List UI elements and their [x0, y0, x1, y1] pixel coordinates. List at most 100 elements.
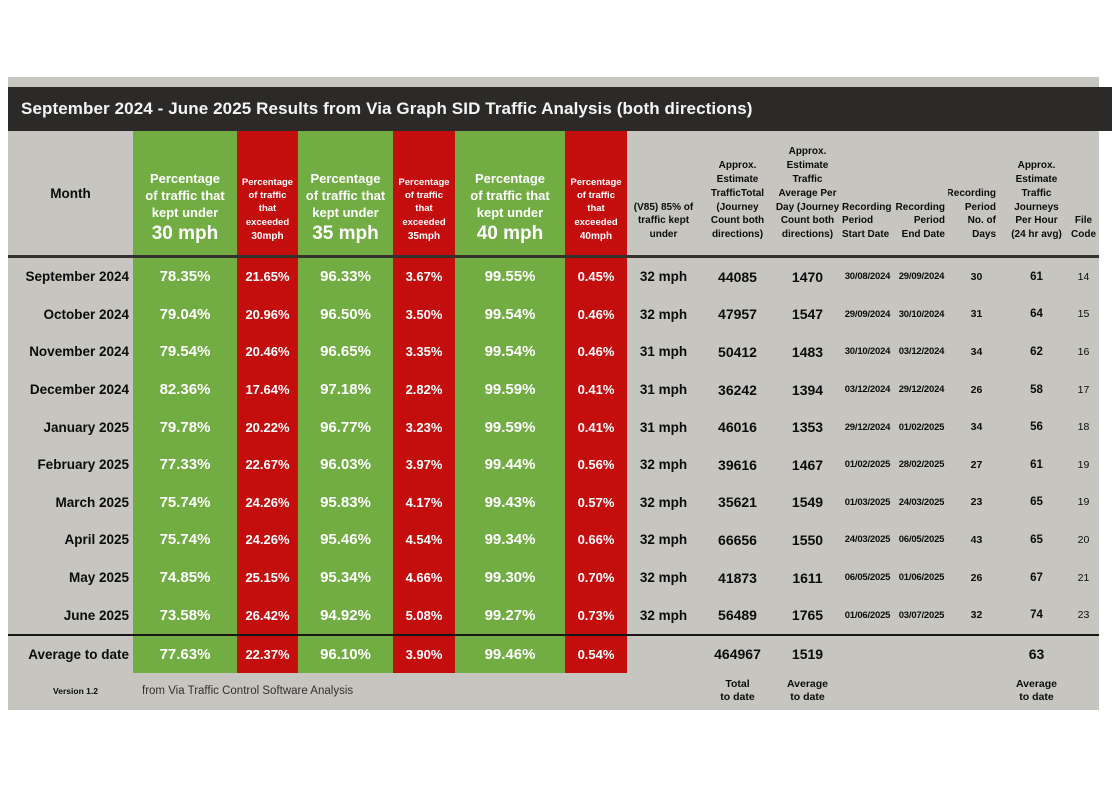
month-label: November 2024: [29, 344, 129, 360]
month-label: October 2024: [43, 306, 129, 322]
table-row: March 2025 75.74% 24.26% 95.83% 4.17% 99.43% 0…: [8, 483, 1099, 522]
exceeded-35-pct: 5.08%: [393, 596, 455, 634]
avg-per-day: 1470: [791, 268, 824, 285]
journeys-per-hour: 64: [1030, 308, 1043, 321]
journeys-per-hour: 58: [1030, 383, 1043, 396]
header-divider-line: [8, 255, 1099, 258]
table-row: January 2025 79.78% 20.22% 96.77% 3.23% 99.59…: [8, 408, 1099, 446]
traffic-total: 41873: [718, 569, 757, 586]
month-label: March 2025: [55, 494, 129, 510]
end-date-column-header: Recording Period End Date: [895, 201, 945, 241]
average-days-empty-cell: [948, 636, 1005, 673]
average-exceeded-30-pct: 22.37%: [237, 635, 298, 673]
v85-speed: 32 mph: [639, 607, 688, 623]
month-label: September 2024: [25, 269, 129, 285]
exceeded-40-pct: 0.45%: [565, 258, 627, 296]
journeys-per-hour: 65: [1030, 533, 1043, 546]
average-under-40-pct: 99.46%: [455, 635, 565, 673]
start-date-column-header: Recording Period Start Date: [842, 201, 892, 241]
traffic-total-column-header: Approx. Estimate TrafficTotal (Journey C…: [710, 160, 765, 241]
average-under-30-pct: 77.63%: [133, 635, 237, 673]
exceeded-30-pct: 24.26%: [237, 521, 298, 559]
recording-days: 23: [970, 496, 983, 509]
exceeded-35-pct: 3.67%: [393, 258, 455, 296]
table-row: December 2024 82.36% 17.64% 97.18% 2.82% 99.5…: [8, 370, 1099, 409]
under-40-pct: 99.43%: [455, 483, 565, 522]
exceeded-30-header-speed: 30mph: [251, 231, 284, 242]
file-code: 19: [1077, 458, 1090, 471]
file-code: 17: [1077, 383, 1090, 396]
exceeded-35-pct: 4.54%: [393, 521, 455, 559]
average-exceeded-40-pct: 0.54%: [565, 635, 627, 673]
under-30-column-header: Percentage of traffic that kept under 30…: [133, 131, 237, 255]
under-35-header-label: Percentage of traffic that kept under: [305, 170, 386, 221]
average-per-hour: 63: [1028, 646, 1045, 663]
file-code-column-header: File Code: [1071, 215, 1096, 241]
traffic-total: 36242: [718, 381, 757, 398]
exceeded-40-pct: 0.66%: [565, 521, 627, 559]
recording-end-date: 30/10/2024: [898, 308, 945, 320]
month-label: May 2025: [68, 570, 129, 586]
under-35-pct: 94.92%: [298, 596, 393, 634]
avg-per-day: 1550: [791, 531, 824, 548]
average-row-label: Average to date: [28, 646, 129, 662]
exceeded-40-column-header: Percentage of traffic that exceeded 40mp…: [565, 131, 627, 255]
file-code: 20: [1077, 533, 1090, 546]
exceeded-30-pct: 26.42%: [237, 596, 298, 634]
avg-per-day: 1483: [791, 343, 824, 360]
exceeded-40-pct: 0.70%: [565, 558, 627, 597]
under-40-pct: 99.55%: [455, 258, 565, 296]
table-row: May 2025 74.85% 25.15% 95.34% 4.66% 99.30% 0.7…: [8, 558, 1099, 597]
recording-end-date: 03/12/2024: [898, 346, 945, 358]
exceeded-35-pct: 3.23%: [393, 408, 455, 446]
v85-speed: 32 mph: [639, 532, 688, 548]
under-40-header-speed: 40 mph: [476, 223, 544, 245]
exceeded-40-pct: 0.41%: [565, 370, 627, 409]
average-divider-line: [8, 633, 1099, 636]
month-column-header: Month: [50, 185, 91, 201]
exceeded-40-header-speed: 40mph: [579, 231, 613, 242]
journeys-per-hour: 56: [1030, 421, 1043, 434]
avg-per-day: 1765: [791, 607, 824, 624]
source-note: from Via Traffic Control Software Analys…: [142, 685, 354, 698]
recording-start-date: 30/10/2024: [844, 346, 891, 358]
avg-per-day: 1549: [791, 494, 824, 511]
table-header-row: Month Percentage of traffic that kept un…: [8, 131, 1099, 255]
recording-start-date: 01/03/2025: [844, 496, 891, 508]
recording-days: 34: [970, 345, 983, 358]
avg-per-day: 1547: [791, 306, 824, 323]
recording-start-date: 01/06/2025: [844, 609, 891, 621]
under-35-column-header: Percentage of traffic that kept under 35…: [298, 131, 393, 255]
days-column-header: Recording Period No. of Days: [948, 187, 996, 241]
exceeded-40-header-label: Percentage of traffic that exceeded: [570, 176, 622, 228]
exceeded-40-pct: 0.46%: [565, 333, 627, 371]
average-under-35-pct: 96.10%: [298, 635, 393, 673]
under-30-pct: 82.36%: [133, 370, 237, 409]
file-code: 16: [1077, 345, 1090, 358]
under-40-pct: 99.27%: [455, 596, 565, 634]
recording-start-date: 01/02/2025: [844, 459, 891, 471]
exceeded-35-pct: 3.50%: [393, 295, 455, 334]
exceeded-35-pct: 3.35%: [393, 333, 455, 371]
traffic-total: 56489: [718, 607, 757, 624]
traffic-analysis-table: September 2024 - June 2025 Results from …: [8, 77, 1112, 710]
recording-start-date: 03/12/2024: [844, 384, 891, 396]
recording-days: 30: [970, 270, 983, 283]
table-grid: Month Percentage of traffic that kept un…: [8, 131, 1099, 710]
file-code: 15: [1077, 308, 1090, 321]
traffic-total: 66656: [718, 531, 757, 548]
under-40-pct: 99.34%: [455, 521, 565, 559]
under-40-pct: 99.54%: [455, 333, 565, 371]
avg-per-day: 1467: [791, 456, 824, 473]
under-30-pct: 79.54%: [133, 333, 237, 371]
under-30-pct: 75.74%: [133, 521, 237, 559]
exceeded-30-pct: 25.15%: [237, 558, 298, 597]
exceeded-35-column-header: Percentage of traffic that exceeded 35mp…: [393, 131, 455, 255]
footer-row: Version 1.2 from Via Traffic Control Sof…: [8, 673, 1099, 710]
exceeded-30-pct: 22.67%: [237, 445, 298, 484]
recording-days: 26: [970, 571, 983, 584]
recording-start-date: 24/03/2025: [844, 534, 891, 546]
recording-end-date: 06/05/2025: [898, 534, 945, 546]
exceeded-40-pct: 0.56%: [565, 445, 627, 484]
journeys-per-hour: 61: [1030, 270, 1043, 283]
